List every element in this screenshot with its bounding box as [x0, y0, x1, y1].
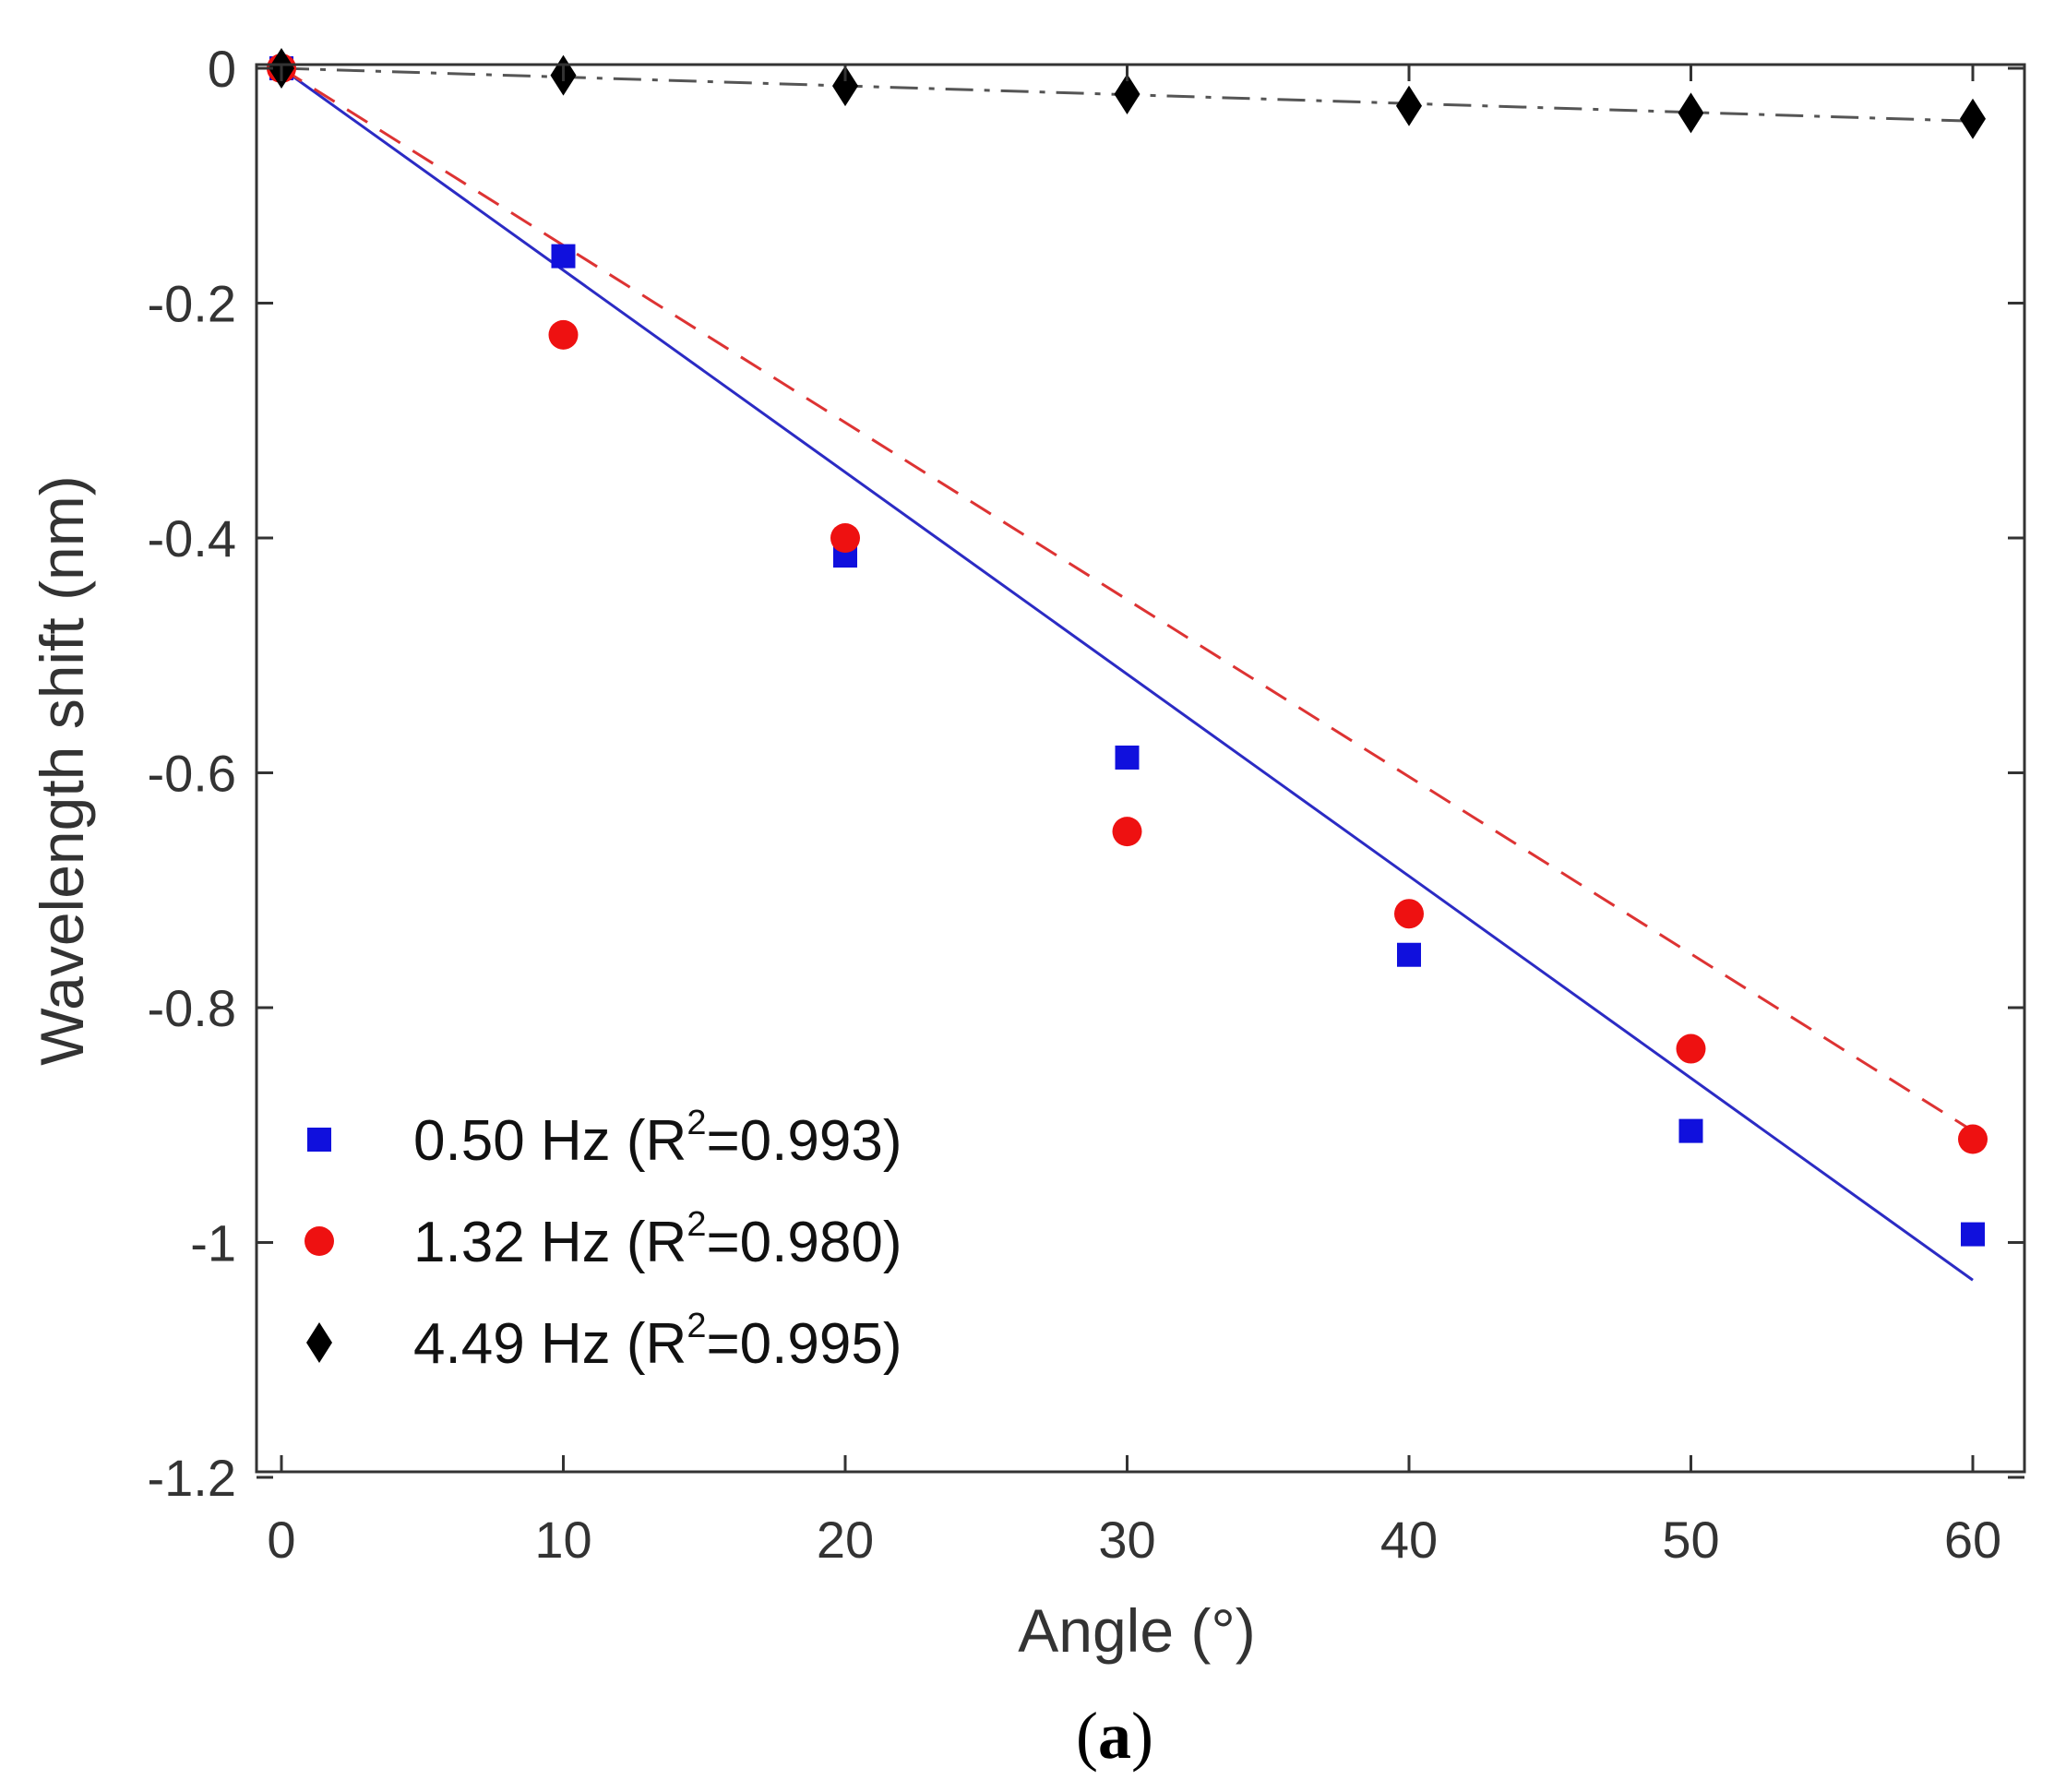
legend-label-superscript: 2: [687, 1104, 706, 1142]
data-point-square: [551, 244, 576, 269]
data-point-circle: [830, 523, 860, 553]
data-point-diamond: [1960, 98, 1986, 139]
fit-line-0-50-Hz: [281, 66, 1974, 1282]
legend-label-superscript: 2: [687, 1205, 706, 1244]
data-point-circle: [1112, 817, 1142, 847]
legend-label-prefix: 0.50 Hz (R: [413, 1109, 687, 1173]
x-tick-label: 50: [1662, 1511, 1719, 1569]
figure-caption: (a): [1076, 1699, 1153, 1773]
x-tick-label: 40: [1380, 1511, 1438, 1569]
caption-close-paren: ): [1131, 1699, 1153, 1773]
legend-marker-square: [307, 1128, 331, 1152]
data-point-diamond: [1396, 85, 1422, 126]
data-point-diamond: [832, 66, 858, 107]
legend-marker-diamond: [306, 1322, 332, 1363]
legend-label-suffix: =0.995): [706, 1312, 902, 1376]
x-tick-label: 0: [267, 1511, 295, 1569]
legend-label: 0.50 Hz (R2=0.993): [413, 1104, 902, 1173]
x-axis-title: Angle (°): [1018, 1596, 1256, 1665]
data-point-circle: [1394, 899, 1424, 929]
data-point-square: [1678, 1118, 1703, 1143]
legend: 0.50 Hz (R2=0.993)1.32 Hz (R2=0.980)4.49…: [305, 1104, 902, 1376]
legend-label-superscript: 2: [687, 1307, 706, 1345]
x-tick-label: 20: [817, 1511, 874, 1569]
x-tick-label: 60: [1944, 1511, 2001, 1569]
data-point-square: [1397, 942, 1421, 967]
y-tick-label: 0: [208, 40, 236, 98]
fit-line-1-32-Hz: [281, 66, 1974, 1132]
x-tick-label: 10: [534, 1511, 591, 1569]
data-point-square: [1115, 745, 1140, 770]
x-tick-label: 30: [1098, 1511, 1155, 1569]
data-point-circle: [1958, 1124, 1988, 1154]
axis-ticks: 0 10 20 30 40 50 60 0 -0.2 -0.4 -0.6 -0.8 -1 -1.2: [148, 40, 2024, 1569]
legend-label-suffix: =0.980): [706, 1211, 902, 1274]
fit-lines: [281, 66, 1974, 1282]
legend-label-suffix: =0.993): [706, 1109, 902, 1173]
y-axis-title: Wavelength shift (nm): [28, 475, 96, 1065]
caption-letter: a: [1098, 1699, 1131, 1773]
y-tick-label: -0.2: [148, 275, 237, 333]
y-tick-label: -0.8: [148, 979, 237, 1037]
data-point-square: [1961, 1222, 1985, 1247]
y-tick-label: -0.4: [148, 509, 237, 567]
legend-label-prefix: 1.32 Hz (R: [413, 1211, 687, 1274]
data-point-diamond: [1678, 92, 1704, 134]
data-point-circle: [548, 319, 579, 350]
y-tick-label: -1.2: [148, 1449, 237, 1507]
y-tick-label: -1: [190, 1214, 236, 1272]
legend-label-prefix: 4.49 Hz (R: [413, 1312, 687, 1376]
legend-label: 1.32 Hz (R2=0.980): [413, 1205, 902, 1274]
data-markers: [267, 48, 1988, 1247]
data-point-circle: [1676, 1033, 1706, 1064]
legend-marker-circle: [305, 1226, 334, 1256]
caption-open-paren: (: [1076, 1699, 1098, 1773]
plot-area-frame: [255, 63, 2026, 1474]
legend-label: 4.49 Hz (R2=0.995): [413, 1307, 902, 1376]
y-tick-label: -0.6: [148, 745, 237, 803]
data-point-diamond: [1114, 73, 1140, 114]
